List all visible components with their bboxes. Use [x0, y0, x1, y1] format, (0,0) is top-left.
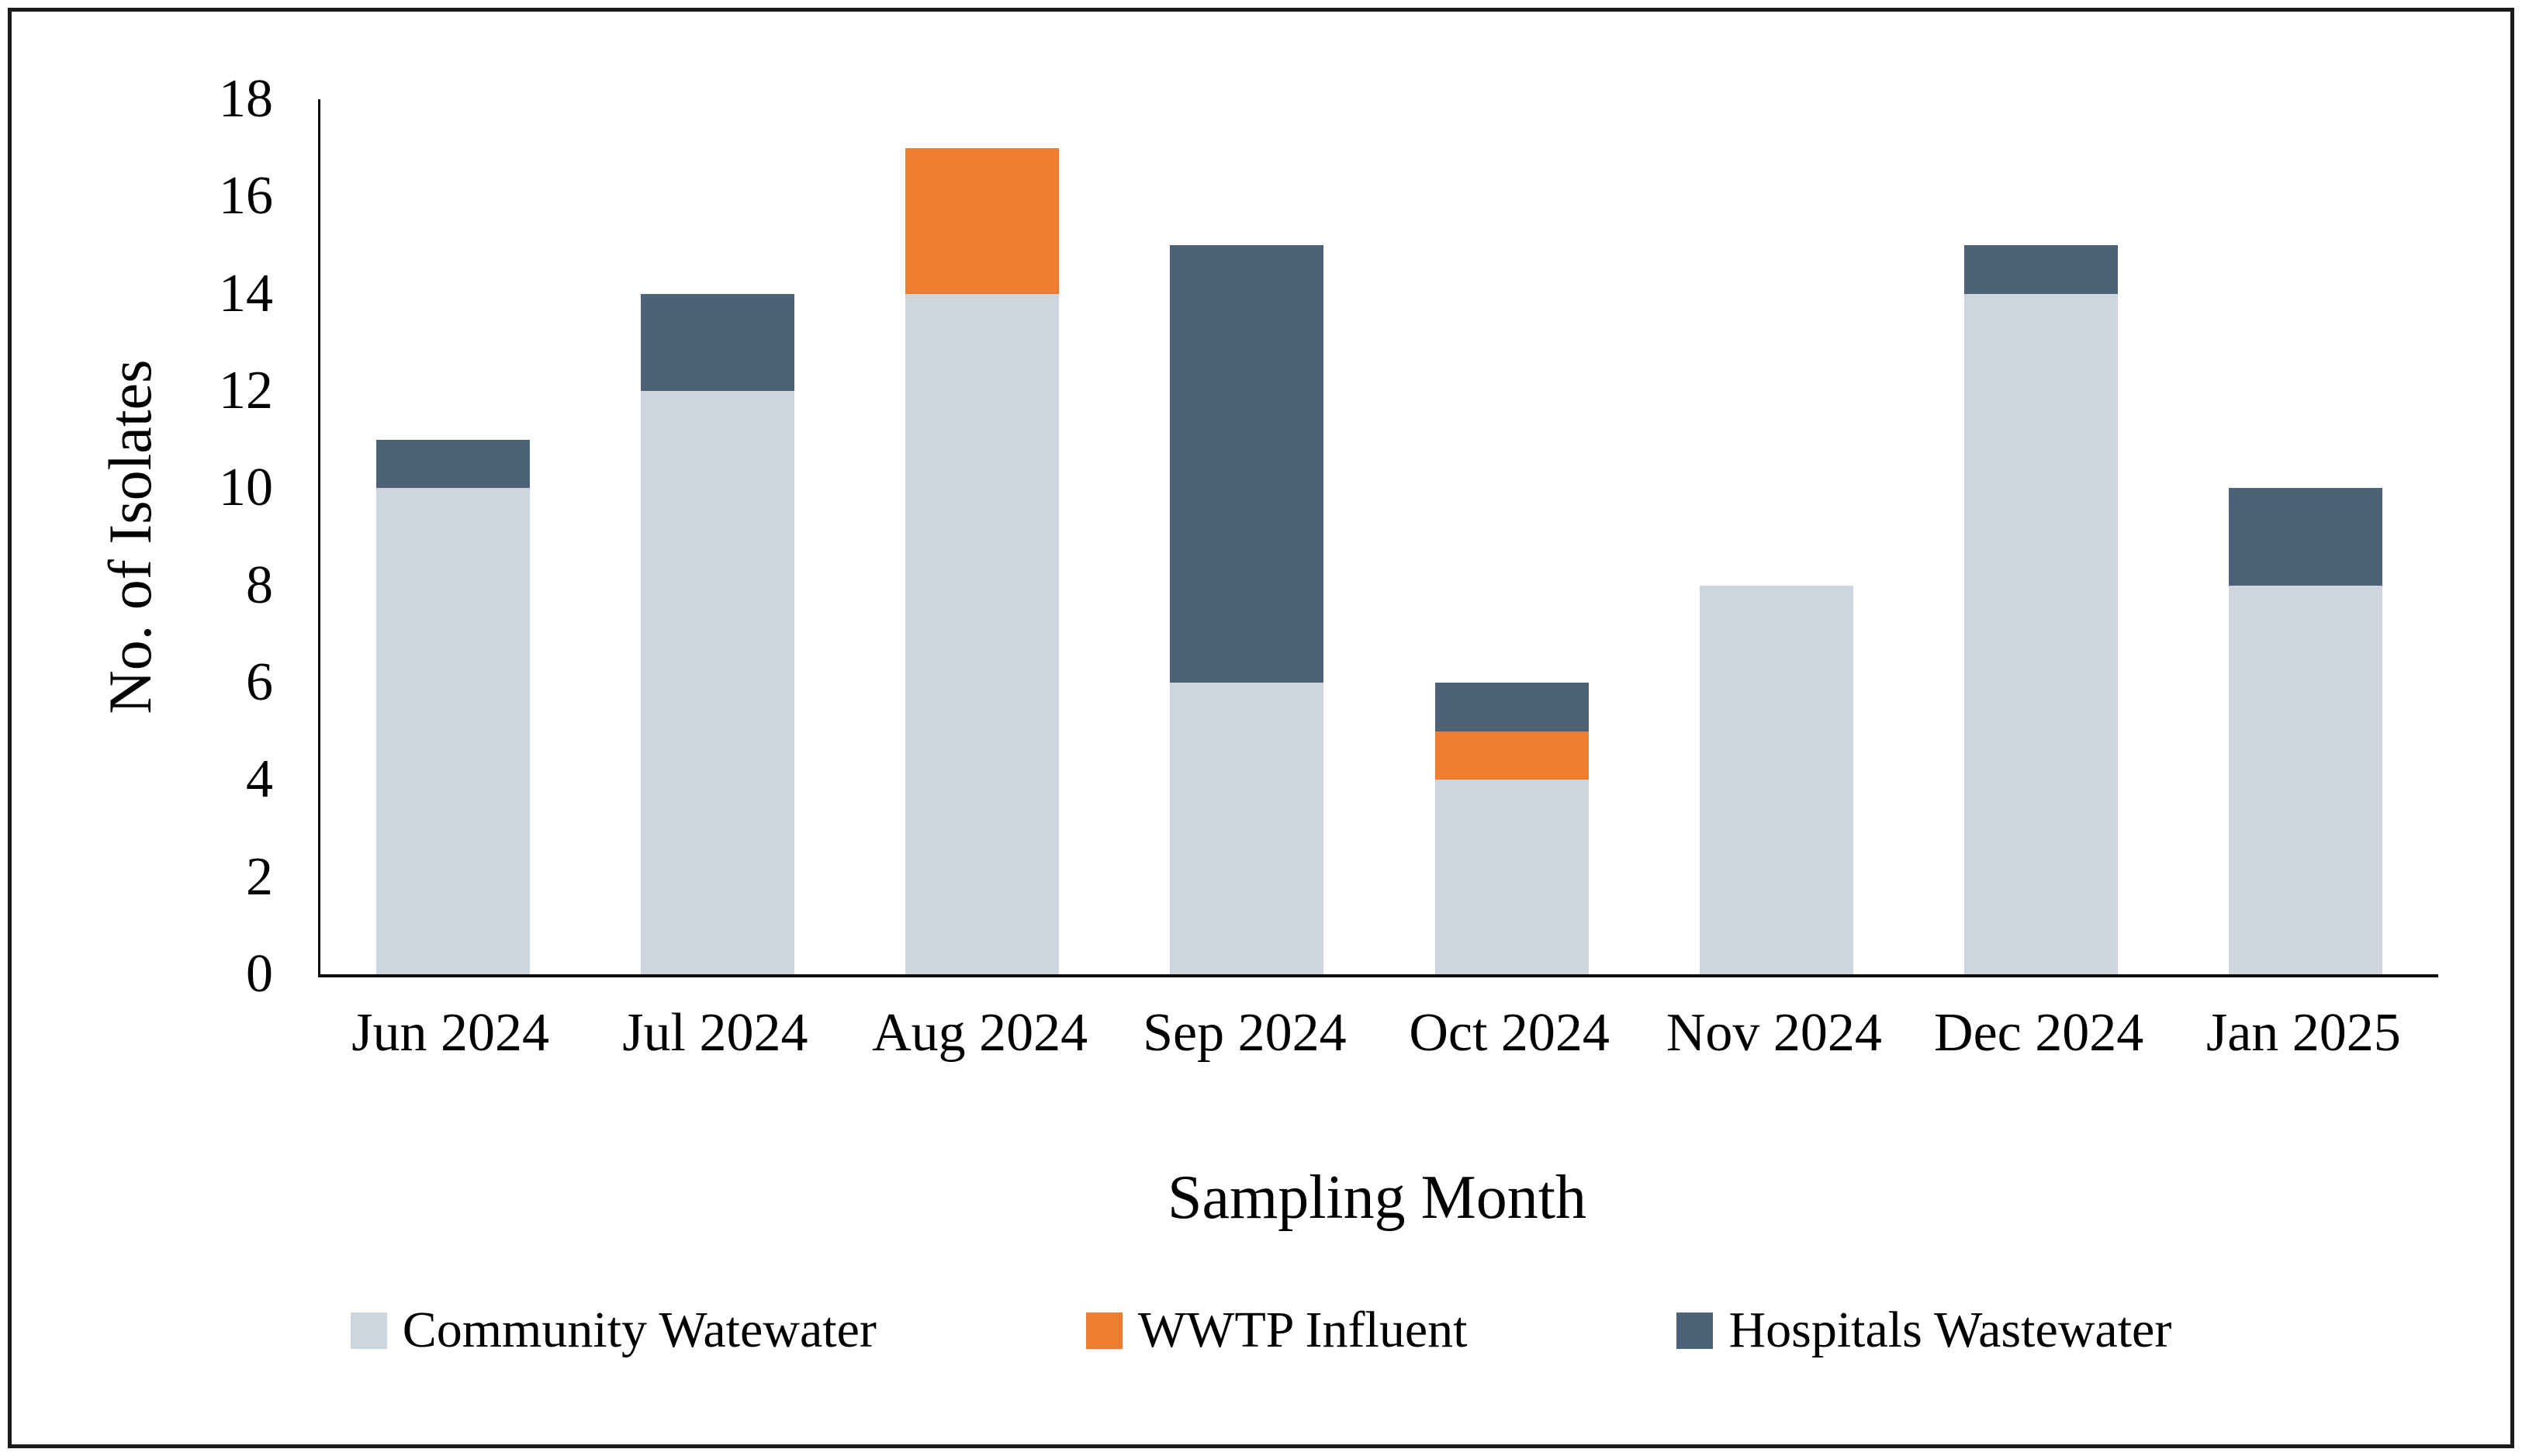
- legend-label-hospitals-wastewater: Hospitals Wastewater: [1728, 1302, 2172, 1358]
- bar-segment-community-watewater-jan-2025: [2229, 585, 2383, 974]
- chart-legend: Community Watewater WWTP Influent Hospital…: [0, 1305, 2522, 1356]
- bar-stack-oct-2024: [1434, 99, 1589, 974]
- legend-item-community-watewater: Community Watewater: [350, 1302, 877, 1358]
- bar-segment-wwtp-influent-oct-2024: [1434, 731, 1589, 780]
- bar-stack-jun-2024: [375, 99, 530, 974]
- x-tick-label-dec-2024: Dec 2024: [1934, 1003, 2144, 1063]
- bar-segment-hospitals-wastewater-jan-2025: [2229, 488, 2383, 586]
- y-tick-label-16: 16: [219, 166, 273, 227]
- bar-segment-hospitals-wastewater-jun-2024: [375, 439, 530, 489]
- bar-slot-jul-2024: [585, 99, 849, 974]
- bar-stack-sep-2024: [1170, 99, 1324, 974]
- y-tick-label-12: 12: [219, 361, 273, 420]
- bar-segment-community-watewater-nov-2024: [1699, 585, 1853, 974]
- x-tick-label-sep-2024: Sep 2024: [1143, 1003, 1347, 1063]
- bar-segment-hospitals-wastewater-sep-2024: [1170, 245, 1324, 683]
- bar-slot-dec-2024: [1909, 99, 2174, 974]
- bar-stack-nov-2024: [1699, 99, 1853, 974]
- bar-stack-jan-2025: [2229, 99, 2383, 974]
- y-axis-tick-labels: 0 2 4 6 8 10 12 14 16 18: [0, 72, 318, 1001]
- y-tick-label-4: 4: [246, 749, 273, 810]
- y-tick-label-10: 10: [219, 458, 273, 518]
- bar-slot-jan-2025: [2174, 99, 2438, 974]
- y-tick-label-0: 0: [246, 944, 273, 1004]
- bar-slot-aug-2024: [850, 99, 1115, 974]
- bar-segment-community-watewater-sep-2024: [1170, 683, 1324, 974]
- bar-segment-community-watewater-jun-2024: [375, 488, 530, 974]
- bar-segment-community-watewater-jul-2024: [640, 391, 794, 974]
- legend-swatch-hospitals-wastewater: [1676, 1312, 1714, 1349]
- plot-area: [318, 99, 2438, 977]
- bar-segment-hospitals-wastewater-oct-2024: [1434, 683, 1589, 731]
- y-tick-label-6: 6: [246, 652, 273, 712]
- y-tick-label-18: 18: [219, 69, 273, 129]
- bar-segment-wwtp-influent-aug-2024: [905, 147, 1060, 294]
- bar-segment-community-watewater-dec-2024: [1964, 293, 2119, 974]
- bar-slot-sep-2024: [1115, 99, 1379, 974]
- bar-segment-hospitals-wastewater-jul-2024: [640, 293, 794, 391]
- legend-swatch-community-watewater: [350, 1312, 387, 1349]
- x-tick-label-jan-2025: Jan 2025: [2205, 1003, 2401, 1063]
- bar-segment-community-watewater-oct-2024: [1434, 780, 1589, 974]
- x-tick-label-nov-2024: Nov 2024: [1666, 1003, 1882, 1063]
- bar-stack-jul-2024: [640, 99, 794, 974]
- bar-slot-oct-2024: [1379, 99, 1644, 974]
- legend-label-community-watewater: Community Watewater: [402, 1302, 877, 1358]
- x-axis-tick-labels: Jun 2024 Jul 2024 Aug 2024 Sep 2024 Oct 2024…: [318, 1002, 2436, 1065]
- bars-row: [320, 99, 2438, 974]
- y-tick-label-8: 8: [246, 555, 273, 615]
- bar-stack-aug-2024: [905, 99, 1060, 974]
- legend-label-wwtp-influent: WWTP Influent: [1137, 1302, 1468, 1358]
- bar-segment-hospitals-wastewater-dec-2024: [1964, 245, 2119, 294]
- legend-item-hospitals-wastewater: Hospitals Wastewater: [1676, 1305, 2171, 1356]
- y-tick-label-2: 2: [246, 846, 273, 907]
- y-tick-label-14: 14: [219, 263, 273, 323]
- x-tick-label-aug-2024: Aug 2024: [872, 1003, 1088, 1063]
- x-tick-label-jul-2024: Jul 2024: [622, 1003, 808, 1063]
- bar-slot-nov-2024: [1644, 99, 1908, 974]
- bar-slot-jun-2024: [320, 99, 585, 974]
- x-tick-label-oct-2024: Oct 2024: [1409, 1003, 1610, 1063]
- x-tick-label-jun-2024: Jun 2024: [351, 1003, 549, 1063]
- bar-stack-dec-2024: [1964, 99, 2119, 974]
- x-axis-title: Sampling Month: [1167, 1164, 1587, 1232]
- legend-swatch-wwtp-influent: [1085, 1312, 1123, 1349]
- bar-segment-community-watewater-aug-2024: [905, 293, 1060, 974]
- legend-item-wwtp-influent: WWTP Influent: [1085, 1302, 1468, 1358]
